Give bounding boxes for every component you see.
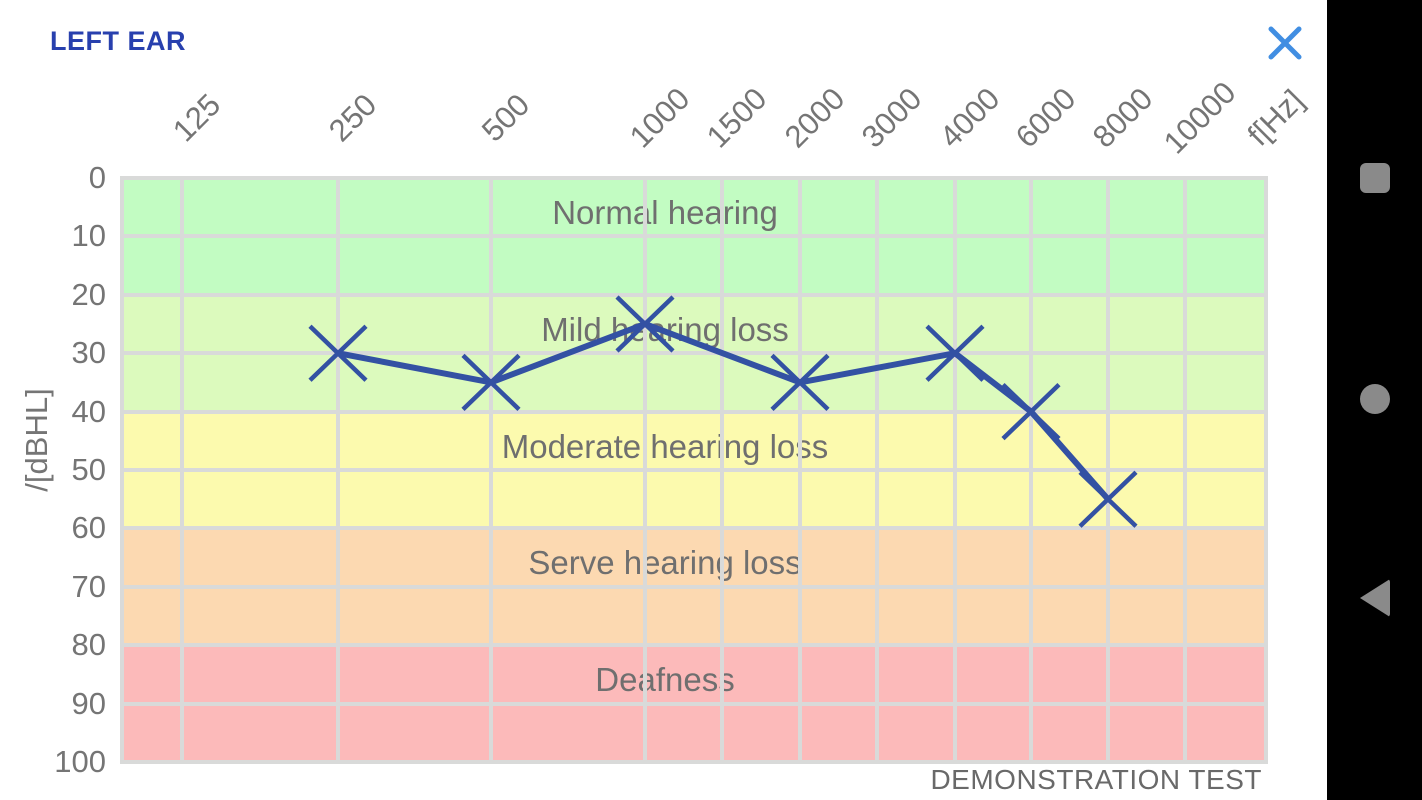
- severity-band-label: Moderate hearing loss: [501, 427, 829, 465]
- x-tick-label: 250: [321, 86, 384, 149]
- nav-back-button[interactable]: [1327, 568, 1422, 628]
- gridline-horizontal: [120, 468, 1268, 472]
- y-tick-label: 30: [71, 335, 106, 371]
- y-tick-label: 80: [71, 627, 106, 663]
- back-icon: [1359, 579, 1390, 617]
- audiogram-plot-area: Normal hearing Mild hearing loss Moderate …: [120, 176, 1268, 764]
- close-icon[interactable]: [1268, 26, 1302, 60]
- gridline-horizontal: [120, 701, 1268, 706]
- x-tick-label: 125: [165, 86, 228, 149]
- nav-home-button[interactable]: [1327, 369, 1422, 429]
- x-marker: [308, 324, 368, 382]
- x-marker: [461, 353, 521, 412]
- demonstration-label: DEMONSTRATION TEST: [930, 764, 1262, 795]
- x-marker: [615, 295, 675, 353]
- x-marker: [925, 324, 985, 382]
- severity-band-label: Deafness: [595, 661, 735, 699]
- y-tick-label: 0: [88, 160, 106, 195]
- gridline-horizontal: [120, 526, 1268, 531]
- gridline-horizontal: [120, 643, 1268, 648]
- severity-band-label: Serve hearing loss: [528, 544, 802, 582]
- nav-recents-button[interactable]: [1327, 148, 1422, 208]
- y-tick-label: 50: [71, 452, 106, 487]
- x-axis-unit-label: f[Hz]: [1240, 82, 1311, 153]
- gridline-horizontal: [120, 584, 1268, 589]
- x-tick-label: 3000: [854, 80, 929, 155]
- home-icon: [1359, 384, 1390, 414]
- y-tick-label: 20: [71, 276, 106, 312]
- android-nav-bar: [1327, 0, 1422, 800]
- y-tick-label: 90: [71, 685, 106, 721]
- recents-icon: [1359, 163, 1390, 193]
- x-tick-label: 4000: [932, 80, 1007, 155]
- x-tick-label: 1500: [699, 80, 774, 155]
- x-tick-label: 500: [474, 86, 537, 149]
- x-tick-label: 10000: [1156, 74, 1243, 161]
- x-marker: [1078, 470, 1138, 528]
- x-marker: [770, 353, 830, 412]
- y-tick-label: 10: [71, 218, 106, 254]
- x-marker: [1001, 382, 1061, 441]
- severity-band-label: Normal hearing: [552, 194, 778, 231]
- y-tick-label: 40: [71, 393, 106, 429]
- x-tick-label: 8000: [1085, 80, 1160, 155]
- gridline-horizontal: [120, 409, 1268, 414]
- gridline-horizontal: [120, 292, 1268, 297]
- x-tick-label: 1000: [622, 80, 697, 155]
- x-tick-label: 2000: [777, 80, 852, 155]
- gridline-horizontal: [120, 760, 1268, 764]
- y-tick-label: 70: [71, 568, 106, 604]
- gridline-horizontal: [120, 234, 1268, 239]
- gridline-horizontal: [120, 176, 1268, 180]
- x-tick-label: 6000: [1008, 80, 1083, 155]
- page-title: LEFT EAR: [50, 26, 186, 56]
- gridline-horizontal: [120, 351, 1268, 356]
- threshold-line-series: [308, 295, 1138, 528]
- y-tick-label: 60: [71, 510, 106, 546]
- y-tick-label: 100: [54, 744, 106, 779]
